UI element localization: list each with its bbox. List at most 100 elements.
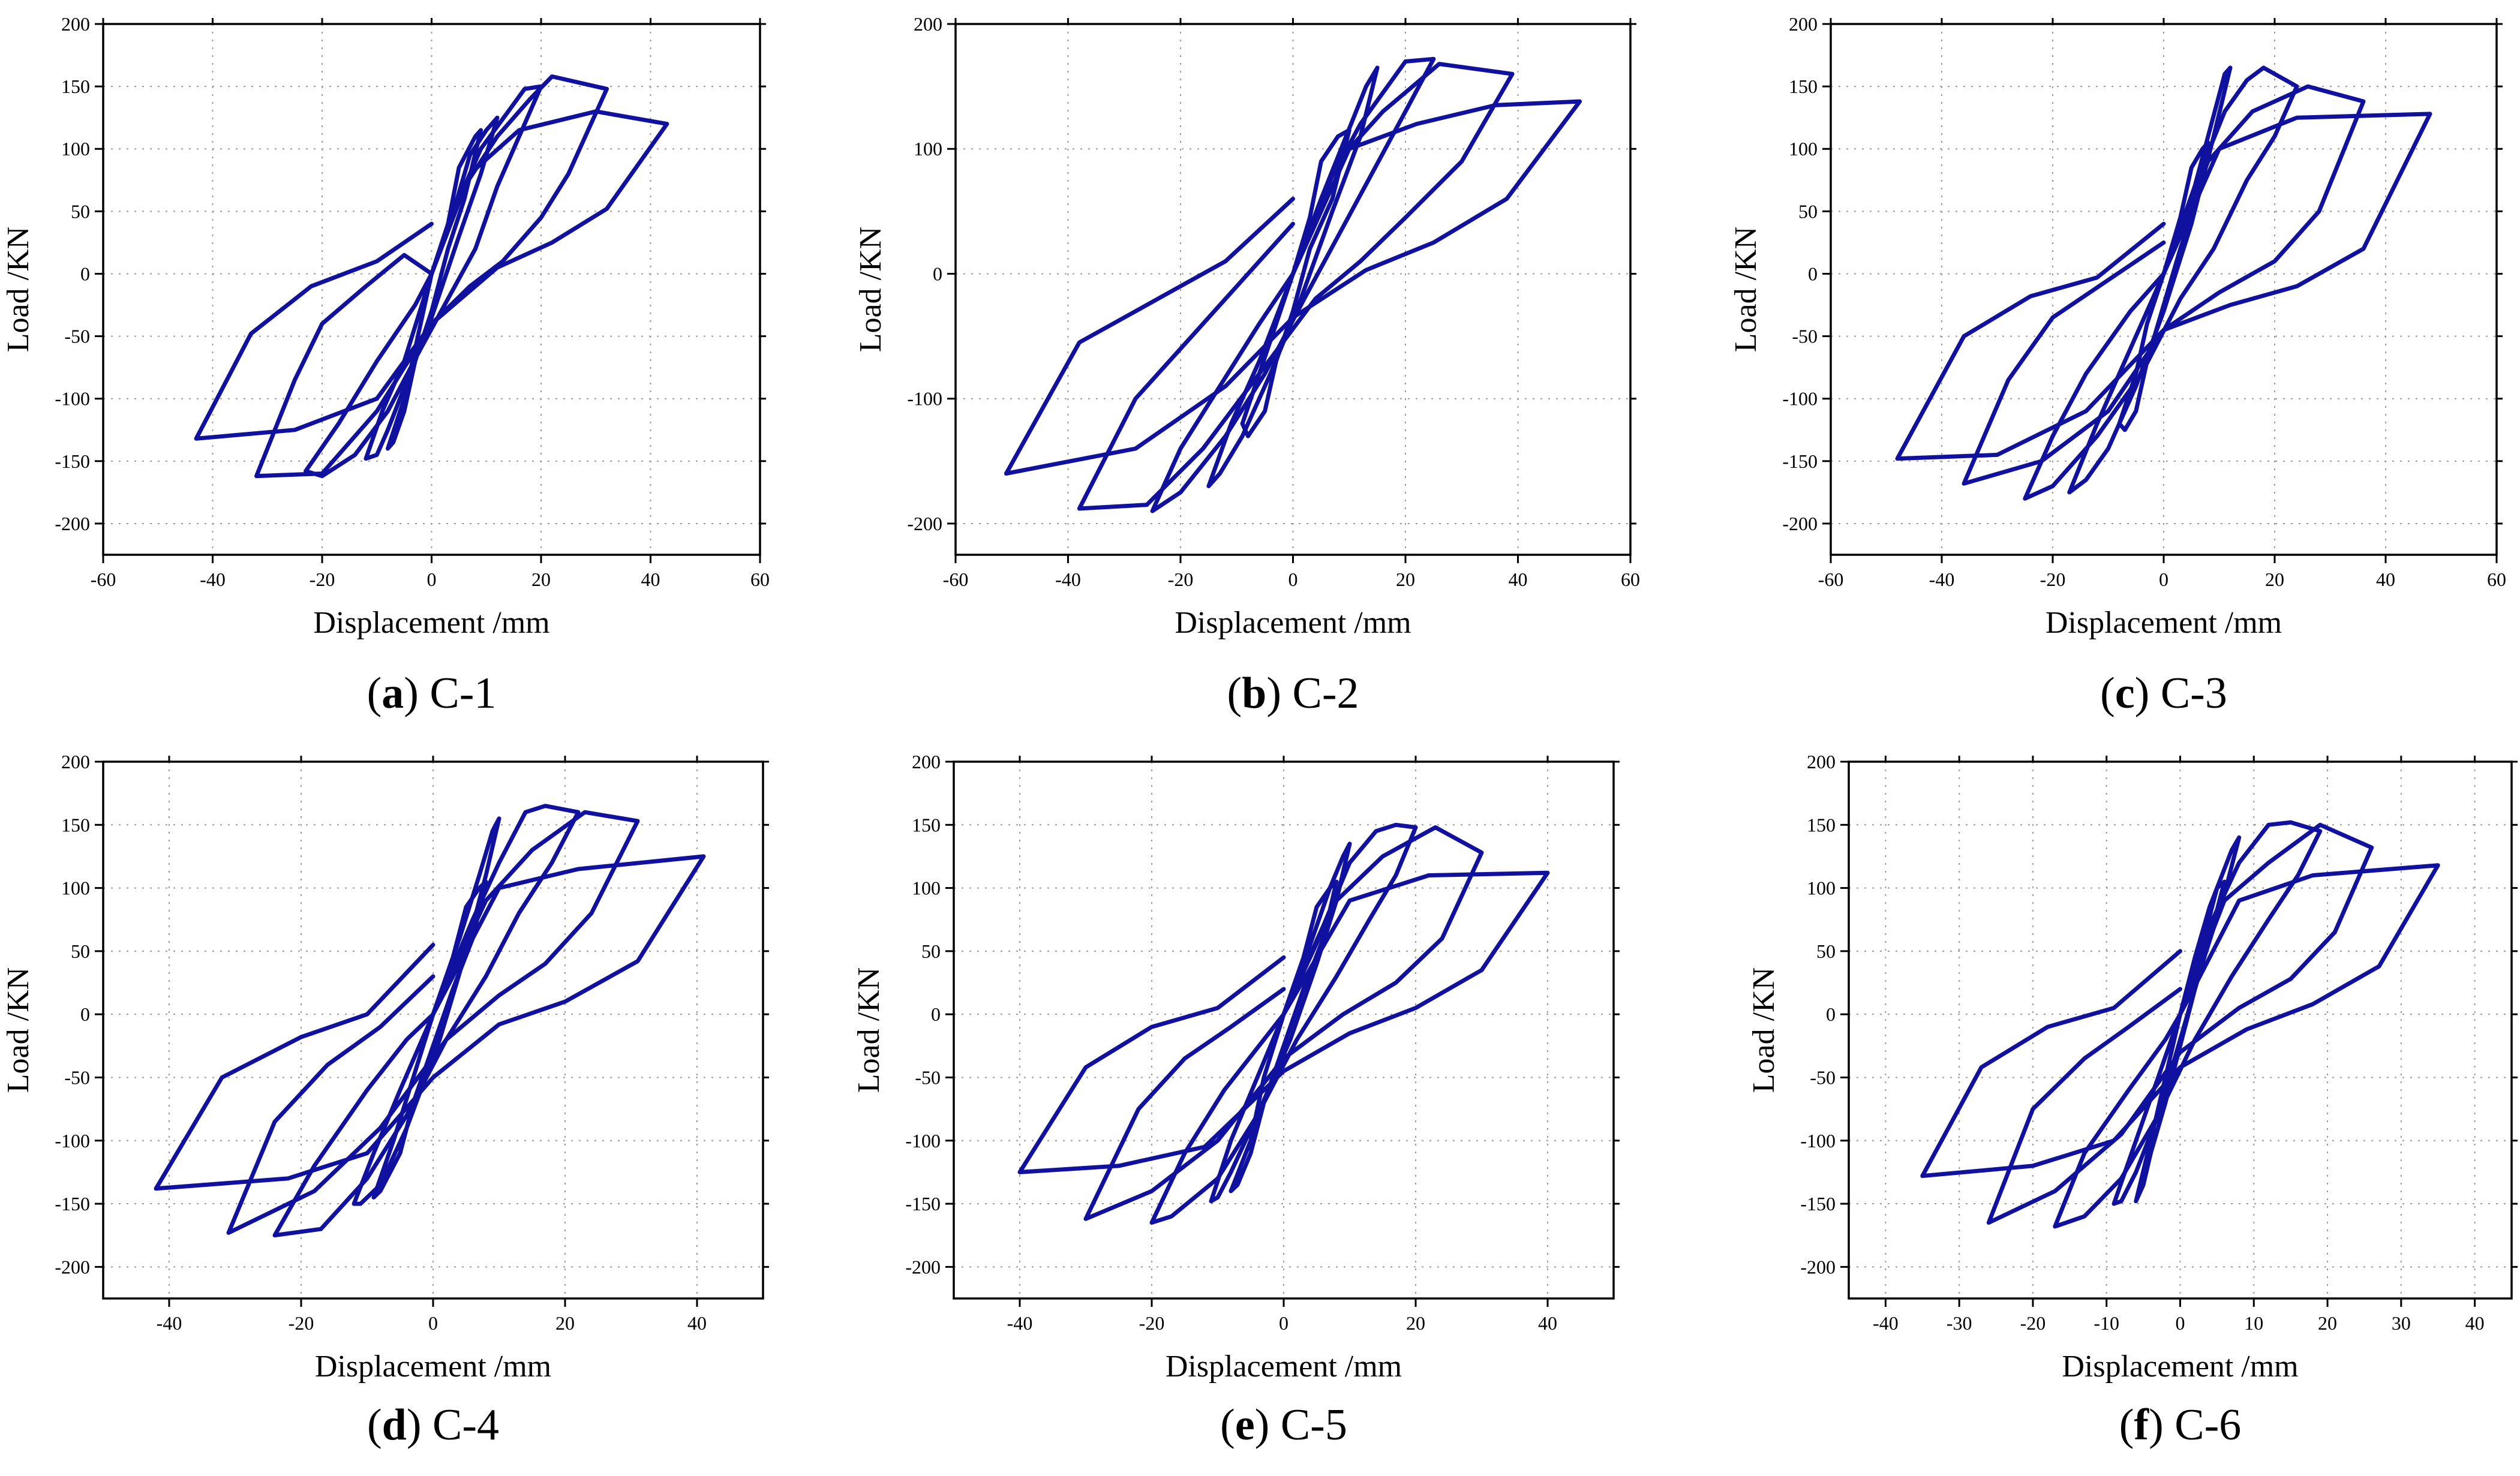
y-tick-label: 50 xyxy=(921,940,941,962)
y-tick-label: -150 xyxy=(905,1193,941,1215)
hysteresis-cycle-2 xyxy=(352,816,501,1206)
caption-name: ) C-4 xyxy=(407,1400,499,1450)
hysteresis-cycle-4 xyxy=(1083,825,1484,1221)
x-tick-label: 0 xyxy=(427,569,437,590)
x-tick-label: -20 xyxy=(1168,569,1194,590)
x-tick-label: -40 xyxy=(1055,569,1081,590)
panel-e: -40 -20 0 20 40200150100500-50-100-150-200Di… xyxy=(852,751,1620,1450)
y-tick-label: -150 xyxy=(1800,1193,1836,1215)
caption-paren-open: ( xyxy=(367,1400,382,1450)
x-tick-label: -10 xyxy=(2094,1312,2119,1334)
caption-letter: f xyxy=(2134,1400,2149,1450)
x-tick-label: -40 xyxy=(1873,1312,1899,1334)
x-tick-label: 40 xyxy=(1509,569,1528,590)
y-tick-label: -100 xyxy=(55,1130,90,1152)
y-tick-label: 0 xyxy=(80,263,90,284)
y-tick-label: 150 xyxy=(61,814,90,835)
x-tick-label: 0 xyxy=(2176,1312,2185,1334)
series-loops xyxy=(1920,820,2440,1229)
y-tick-label: 100 xyxy=(914,138,942,160)
x-tick-label: 0 xyxy=(1288,569,1298,590)
x-tick-label: -20 xyxy=(2040,569,2066,590)
y-tick-label: 100 xyxy=(61,877,90,899)
x-tick-label: -20 xyxy=(310,569,335,590)
caption-letter: b xyxy=(1242,669,1266,718)
y-tick-label: -100 xyxy=(1782,388,1818,410)
panel-caption: (d) C-4 xyxy=(367,1400,499,1450)
caption-paren-open: ( xyxy=(367,669,382,718)
x-tick-label: -40 xyxy=(1929,569,1955,590)
caption-name: ) C-5 xyxy=(1255,1400,1347,1450)
x-tick-label: 40 xyxy=(2465,1312,2485,1334)
plot-frame xyxy=(1848,760,2513,1300)
y-tick-label: 150 xyxy=(912,814,941,835)
hysteresis-cycle-5 xyxy=(1920,863,2440,1179)
x-tick-label: 40 xyxy=(2376,569,2395,590)
plot-frame xyxy=(102,760,764,1300)
y-tick-label: 200 xyxy=(1807,751,1836,772)
y-tick-label: 200 xyxy=(914,13,942,35)
panel-caption: (f) C-6 xyxy=(2119,1400,2241,1450)
y-axis-label: Load /KN xyxy=(854,227,888,352)
x-tick-label: -20 xyxy=(2020,1312,2046,1334)
x-tick-label: -60 xyxy=(91,569,116,590)
series-loops xyxy=(1017,822,1550,1225)
x-tick-label: 0 xyxy=(1279,1312,1288,1334)
panel-d: -40 -20 0 20 40200150100500-50-100-150-200Di… xyxy=(1,751,769,1450)
x-tick-label: 30 xyxy=(2392,1312,2411,1334)
panel-c: -60 -40 -20 0 20 40 60200150100500-50-100-150-… xyxy=(1729,13,2506,718)
panel-f: -40 -30 -20 -10 0 10 20 30 40200150100500-50-100… xyxy=(1747,751,2518,1450)
x-tick-label: -40 xyxy=(1007,1312,1033,1334)
y-tick-label: -100 xyxy=(55,388,90,410)
hysteresis-cycle-4 xyxy=(254,74,609,479)
hysteresis-cycle-3 xyxy=(1150,56,1436,513)
caption-name: ) C-2 xyxy=(1266,669,1359,718)
y-tick-label: 200 xyxy=(1789,13,1818,35)
series-loops xyxy=(1895,65,2432,501)
hysteresis-cycle-5 xyxy=(194,109,669,441)
caption-name: ) C-6 xyxy=(2149,1400,2241,1450)
y-tick-label: 100 xyxy=(61,138,90,160)
hysteresis-cycle-1 xyxy=(1229,879,1339,1194)
x-tick-label: 20 xyxy=(555,1312,575,1334)
y-tick-label: -100 xyxy=(907,388,942,410)
y-tick-label: -100 xyxy=(905,1130,941,1152)
y-tick-label: 50 xyxy=(71,940,90,962)
x-tick-label: -60 xyxy=(1818,569,1844,590)
y-tick-label: 200 xyxy=(61,751,90,772)
x-tick-label: 60 xyxy=(1621,569,1640,590)
y-axis-label: Load /KN xyxy=(1,227,35,352)
y-tick-label: 100 xyxy=(1807,877,1836,899)
x-tick-label: 20 xyxy=(1396,569,1415,590)
caption-name: ) C-3 xyxy=(2135,669,2227,718)
panel-caption: (e) C-5 xyxy=(1220,1400,1347,1450)
x-tick-label: 0 xyxy=(2159,569,2168,590)
caption-letter: e xyxy=(1235,1400,1255,1450)
y-tick-label: -150 xyxy=(55,450,90,472)
y-tick-label: 150 xyxy=(1807,814,1836,835)
hysteresis-cycle-3 xyxy=(272,804,581,1238)
hysteresis-cycle-4 xyxy=(1077,62,1515,511)
y-tick-label: -200 xyxy=(55,513,90,534)
y-tick-label: 100 xyxy=(912,877,941,899)
x-tick-label: 10 xyxy=(2244,1312,2263,1334)
x-tick-label: 40 xyxy=(641,569,660,590)
hysteresis-cycle-5 xyxy=(154,854,706,1191)
series-loops xyxy=(154,804,706,1238)
x-tick-label: -20 xyxy=(1139,1312,1165,1334)
x-tick-label: -60 xyxy=(943,569,969,590)
y-tick-label: 0 xyxy=(933,263,942,284)
hysteresis-cycle-5 xyxy=(1004,99,1582,476)
y-tick-label: -50 xyxy=(915,1066,941,1088)
series-loops xyxy=(1004,56,1582,513)
panels: -60 -40 -20 0 20 40 60200150100500-50-100-150-… xyxy=(1,13,2518,1450)
y-tick-label: -50 xyxy=(64,326,90,347)
y-tick-label: -50 xyxy=(1792,326,1818,347)
x-tick-label: 20 xyxy=(531,569,551,590)
x-tick-label: -30 xyxy=(1947,1312,1972,1334)
panel-caption: (c) C-3 xyxy=(2100,669,2227,718)
y-tick-label: 200 xyxy=(61,13,90,35)
y-axis-label: Load /KN xyxy=(1729,227,1763,352)
y-tick-label: 150 xyxy=(61,76,90,97)
